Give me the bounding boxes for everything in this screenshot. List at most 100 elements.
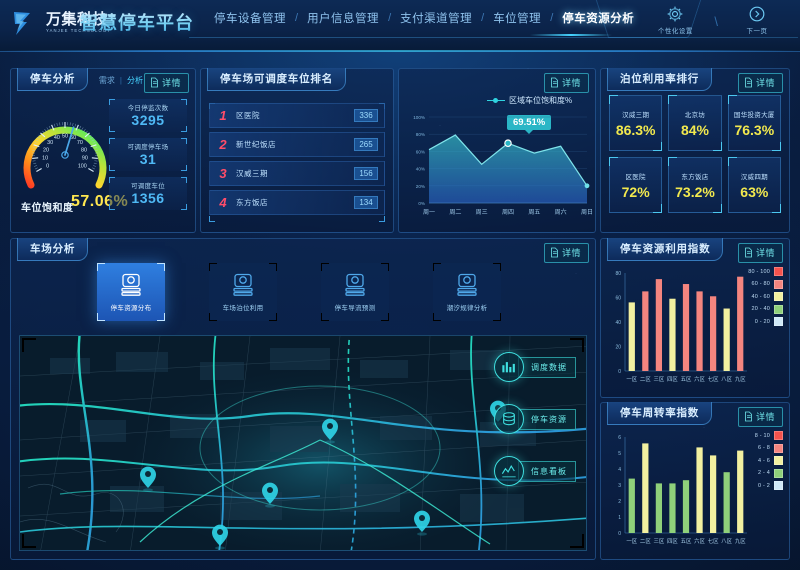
legend-row: 6 - 8 bbox=[755, 443, 783, 453]
utilization-card[interactable]: 汉威四期 63% bbox=[727, 157, 781, 213]
legend-label-saturation: 区域车位饱和度% bbox=[509, 96, 573, 105]
page-title: 智慧停车平台 bbox=[80, 9, 194, 35]
app-header: 万集科技 YANJEE TECHNOLOGY 智慧停车平台 停车设备管理 / 用户信… bbox=[0, 0, 800, 52]
utilization-card[interactable]: 区医院 72% bbox=[609, 157, 663, 213]
svg-text:100%: 100% bbox=[413, 115, 425, 120]
area-chart-detail-button[interactable]: 详情 bbox=[543, 73, 589, 93]
svg-text:一区: 一区 bbox=[626, 376, 637, 383]
resource-index-detail-button[interactable]: 详情 bbox=[737, 243, 783, 263]
legend-row: 8 - 10 bbox=[755, 431, 783, 440]
parking-detail-button[interactable]: 详情 bbox=[143, 73, 189, 93]
legend-label: 0 - 2 bbox=[757, 482, 770, 489]
svg-text:80: 80 bbox=[615, 271, 621, 277]
area-chart-svg: 0% 20% 40% 60% 80% 100% 周一 周二 周三 周四 周五 周六 周日 bbox=[413, 115, 593, 216]
resource-index-detail-label: 详情 bbox=[755, 248, 775, 258]
nav-item-3[interactable]: 车位管理 bbox=[493, 13, 542, 25]
turnover-index-detail-button[interactable]: 详情 bbox=[737, 407, 783, 427]
utilization-card[interactable]: 北京坊 84% bbox=[668, 95, 722, 151]
rank-value: 265 bbox=[354, 138, 378, 151]
lot-analysis-panel: 车场分析 详情 停车资源分布 车场泊位利用 停车导流预测 潮汐规律分析 bbox=[10, 238, 596, 560]
document-icon bbox=[550, 247, 559, 258]
map-action-1[interactable]: 停车资源 bbox=[494, 404, 576, 434]
map-pin[interactable] bbox=[140, 466, 156, 492]
document-icon bbox=[550, 77, 559, 88]
settings-button[interactable]: 个性化设置 bbox=[646, 4, 704, 35]
resource-index-legend: 80 - 100 60 - 80 40 - 60 20 - 40 0 - 20 bbox=[748, 267, 783, 326]
rank-row[interactable]: 3 汉威三期 156 bbox=[209, 161, 385, 186]
area-chart-legend: 区域车位饱和度% bbox=[487, 95, 572, 106]
legend-row: 80 - 100 bbox=[748, 267, 783, 276]
logo-company-name-cn: 万集科技 bbox=[46, 11, 109, 29]
svg-text:三区: 三区 bbox=[653, 538, 664, 545]
utilization-card-value: 73.2% bbox=[675, 183, 715, 200]
berth-utilization-detail-label: 详情 bbox=[755, 78, 775, 88]
legend-row: 20 - 40 bbox=[748, 304, 783, 314]
rank-value: 336 bbox=[354, 109, 378, 122]
lot-tab-0[interactable]: 停车资源分布 bbox=[97, 263, 165, 321]
legend-label: 40 - 60 bbox=[751, 293, 770, 300]
next-page-button[interactable]: 下一页 bbox=[728, 4, 786, 35]
subtab-analysis[interactable]: 分析 bbox=[127, 76, 143, 85]
legend-swatch bbox=[774, 292, 783, 301]
svg-text:九区: 九区 bbox=[735, 375, 746, 383]
utilization-card-name: 东方饭店 bbox=[681, 173, 709, 181]
area-saturation-chart-panel: 详情 区域车位饱和度% 69.51% 0% 20% 40% 60% 80% 100% 周一 周… bbox=[398, 68, 596, 233]
parking-meter-icon bbox=[342, 272, 368, 298]
legend-swatch bbox=[774, 267, 783, 276]
utilization-card[interactable]: 东方饭店 73.2% bbox=[668, 157, 722, 213]
city-map[interactable]: 调度数据停车资源信息看板 bbox=[19, 335, 587, 551]
nav-item-1[interactable]: 用户信息管理 bbox=[307, 13, 380, 25]
map-action-0[interactable]: 调度数据 bbox=[494, 352, 576, 382]
nav-separator: / bbox=[295, 12, 299, 24]
map-pin[interactable] bbox=[212, 524, 228, 550]
map-pin[interactable] bbox=[262, 482, 278, 508]
legend-swatch bbox=[774, 456, 783, 465]
rank-row[interactable]: 1 区医院 336 bbox=[209, 103, 385, 128]
nav-item-0[interactable]: 停车设备管理 bbox=[214, 13, 286, 25]
header-action-separator: \ bbox=[714, 14, 718, 29]
nav-item-4[interactable]: 停车资源分析 bbox=[562, 13, 635, 25]
svg-text:六区: 六区 bbox=[694, 537, 705, 545]
map-action-label: 停车资源 bbox=[518, 408, 576, 430]
legend-label: 20 - 40 bbox=[751, 306, 770, 312]
utilization-card-value: 84% bbox=[680, 121, 709, 138]
gear-icon bbox=[665, 4, 685, 24]
rank-name: 汉威三期 bbox=[236, 169, 268, 178]
map-corner-br bbox=[570, 534, 584, 548]
utilization-card[interactable]: 国华投资大厦 76.3% bbox=[727, 95, 781, 151]
svg-text:2: 2 bbox=[618, 499, 621, 505]
svg-text:三区: 三区 bbox=[653, 376, 664, 383]
turnover-index-panel: 停车周转率指数 详情 8 - 10 6 - 8 4 - 6 2 - 4 0 - 2 0 1… bbox=[600, 402, 790, 560]
stat-caption: 可调度车位 bbox=[131, 183, 165, 191]
utilization-card-name: 汉威三期 bbox=[622, 111, 650, 119]
rank-name: 东方饭店 bbox=[236, 198, 268, 207]
map-action-buttons: 调度数据停车资源信息看板 bbox=[494, 352, 576, 486]
rank-row[interactable]: 4 东方饭店 134 bbox=[209, 190, 385, 215]
rank-row[interactable]: 2 新世纪饭店 265 bbox=[209, 132, 385, 157]
database-icon bbox=[494, 404, 524, 434]
turnover-index-legend: 8 - 10 6 - 8 4 - 6 2 - 4 0 - 2 bbox=[755, 431, 783, 490]
map-pin[interactable] bbox=[414, 510, 430, 536]
berth-utilization-title: 泊位利用率排行 bbox=[607, 68, 713, 91]
svg-text:100: 100 bbox=[78, 164, 87, 170]
map-pin[interactable] bbox=[322, 418, 338, 444]
nav-item-2[interactable]: 支付渠道管理 bbox=[400, 13, 473, 25]
map-action-2[interactable]: 信息看板 bbox=[494, 456, 576, 486]
lot-tab-label: 停车资源分布 bbox=[110, 305, 152, 312]
svg-text:10: 10 bbox=[42, 156, 48, 162]
berth-utilization-detail-button[interactable]: 详情 bbox=[737, 73, 783, 93]
subtab-demand[interactable]: 需求 bbox=[98, 76, 115, 85]
lot-tab-2[interactable]: 停车导流预测 bbox=[321, 263, 389, 321]
nav-active-underline bbox=[530, 34, 612, 36]
rank-number: 4 bbox=[219, 195, 227, 210]
parking-meter-icon bbox=[118, 272, 144, 298]
svg-text:周二: 周二 bbox=[449, 209, 461, 216]
utilization-card-value: 63% bbox=[740, 183, 769, 200]
lot-tab-3[interactable]: 潮汐规律分析 bbox=[433, 263, 501, 321]
resource-utilization-index-panel: 停车资源利用指数 详情 80 - 100 60 - 80 40 - 60 20 - 4… bbox=[600, 238, 790, 398]
lot-analysis-detail-button[interactable]: 详情 bbox=[543, 243, 589, 263]
utilization-card-value: 86.3% bbox=[615, 121, 656, 138]
svg-text:20%: 20% bbox=[416, 184, 425, 189]
lot-tab-1[interactable]: 车场泊位利用 bbox=[209, 263, 277, 321]
utilization-card[interactable]: 汉威三期 86.3% bbox=[609, 95, 663, 151]
